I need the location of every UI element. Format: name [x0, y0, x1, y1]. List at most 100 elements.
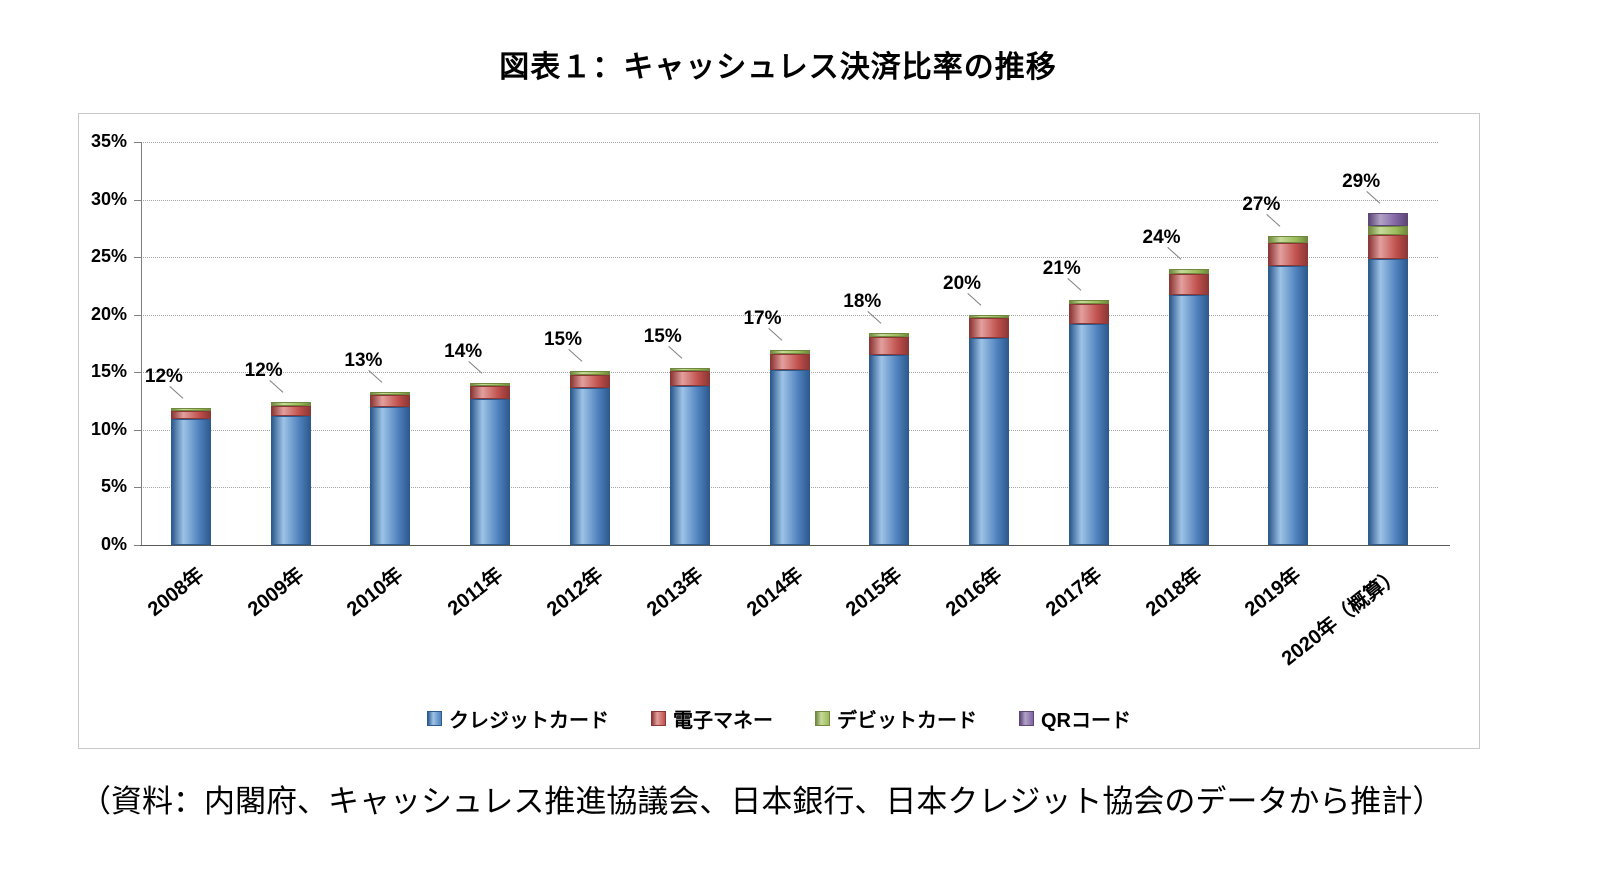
bar-segment [1168, 274, 1209, 296]
bar-segment [370, 391, 411, 396]
gridline [141, 199, 1438, 201]
bar-segment [1268, 243, 1309, 267]
bar-segment [170, 419, 211, 545]
bar-total-label: 20% [943, 272, 982, 294]
legend-item: クレジットカード [427, 704, 609, 733]
x-axis-label: 2011年 [443, 563, 508, 621]
bar-segment [869, 336, 910, 355]
bar-segment [270, 402, 311, 406]
bar-segment [1368, 235, 1409, 260]
bar-total-label: 17% [743, 308, 782, 330]
y-axis-label: 15% [90, 361, 127, 382]
y-axis-label: 5% [100, 476, 127, 497]
chart-title: 図表１：キャッシュレス決済比率の推移 [499, 51, 1057, 84]
bar-segment [270, 405, 311, 417]
bar-segment [769, 369, 810, 545]
bar-segment [1168, 268, 1209, 275]
legend-item: 電子マネー [651, 704, 773, 733]
legend-item: デビットカード [815, 704, 977, 733]
x-axis-label: 2016年 [941, 563, 1007, 621]
x-axis-label: 2009年 [243, 563, 308, 621]
legend-label: QRコード [1041, 710, 1131, 732]
bar-total-label: 27% [1242, 194, 1281, 216]
x-axis-label: 2010年 [343, 563, 408, 621]
x-axis-label: 2013年 [642, 563, 707, 621]
bar-segment [669, 386, 710, 545]
x-axis-label: 2008年 [143, 563, 209, 621]
bar-total-label: 12% [244, 360, 283, 382]
y-axis-tick [134, 429, 141, 431]
bar-segment [470, 382, 511, 387]
x-axis-line [140, 545, 1450, 546]
legend-label: クレジットカード [449, 710, 609, 732]
y-axis-tick [134, 545, 141, 546]
y-axis-label: 20% [90, 303, 127, 324]
bar-segment [969, 318, 1010, 338]
gridline [141, 142, 1438, 143]
x-axis-label: 2018年 [1141, 563, 1206, 621]
bar-total-label: 12% [144, 365, 183, 387]
y-axis-line [141, 142, 142, 545]
legend-swatch [427, 711, 442, 726]
bar-total-label: 15% [643, 325, 682, 347]
y-axis-tick [134, 142, 141, 143]
bar-segment [370, 395, 411, 407]
x-axis-label: 2015年 [842, 563, 907, 621]
bar-segment [1068, 299, 1109, 305]
bar-total-label: 13% [344, 349, 383, 371]
bar-segment [170, 407, 211, 412]
y-axis-tick [134, 487, 141, 489]
y-axis-label: 0% [100, 534, 127, 554]
plot-area: 0% 5% 10% 15% 20% 25% 30% 35% 12% 2008年 12% 2009年 13… [91, 131, 1450, 670]
bar-segment [869, 333, 910, 337]
legend-item: QRコード [1019, 704, 1131, 733]
y-axis-label: 35% [90, 131, 127, 151]
bar-total-label: 21% [1042, 257, 1081, 279]
bar-segment [1068, 304, 1109, 324]
y-axis-tick [134, 314, 141, 316]
legend-swatch [651, 711, 666, 726]
x-axis-label: 2014年 [742, 563, 807, 621]
bar-segment [270, 416, 311, 545]
bar-total-label: 24% [1142, 226, 1181, 248]
bar-segment [1268, 266, 1309, 545]
bar-segment [1268, 236, 1309, 244]
bar-segment [1368, 226, 1409, 236]
bar-total-label: 29% [1342, 171, 1381, 193]
y-axis-label: 30% [90, 188, 127, 209]
legend-label: 電子マネー [673, 710, 773, 732]
bar-segment [569, 374, 610, 389]
bar-segment [170, 411, 211, 420]
bar-segment [869, 355, 910, 545]
bar-total-label: 18% [843, 291, 882, 313]
legend: クレジットカード 電子マネー デビットカード QRコード [79, 704, 1479, 733]
x-axis-label: 2012年 [542, 563, 608, 621]
bar-segment [470, 398, 511, 545]
bar-segment [669, 367, 710, 372]
bar-segment [1368, 259, 1409, 545]
legend-swatch [815, 711, 830, 726]
bar-segment [769, 353, 810, 370]
y-axis-label: 25% [90, 246, 127, 267]
legend-swatch [1019, 711, 1034, 726]
chart-container: 0% 5% 10% 15% 20% 25% 30% 35% 12% 2008年 12% 2009年 13… [78, 113, 1480, 749]
bar-segment [969, 337, 1010, 545]
bar-segment [569, 388, 610, 545]
y-axis-tick [134, 372, 141, 374]
bar-segment [1368, 213, 1409, 227]
x-axis-label: 2017年 [1041, 563, 1107, 621]
x-axis-label: 2019年 [1241, 563, 1306, 621]
y-axis-tick [134, 257, 141, 259]
bar-segment [1068, 323, 1109, 545]
bar-segment [470, 386, 511, 399]
gridline [141, 257, 1438, 259]
source-caption: （資料：内閣府、キャッシュレス推進協議会、日本銀行、日本クレジット協会のデータか… [80, 784, 1444, 819]
legend-label: デビットカード [837, 710, 977, 732]
bar-segment [969, 314, 1010, 319]
x-axis-label: 2020年（概算） [1277, 563, 1406, 671]
bar-segment [1168, 295, 1209, 545]
bar-total-label: 14% [444, 340, 483, 362]
bar-total-label: 15% [543, 329, 582, 351]
bar-segment [769, 350, 810, 354]
